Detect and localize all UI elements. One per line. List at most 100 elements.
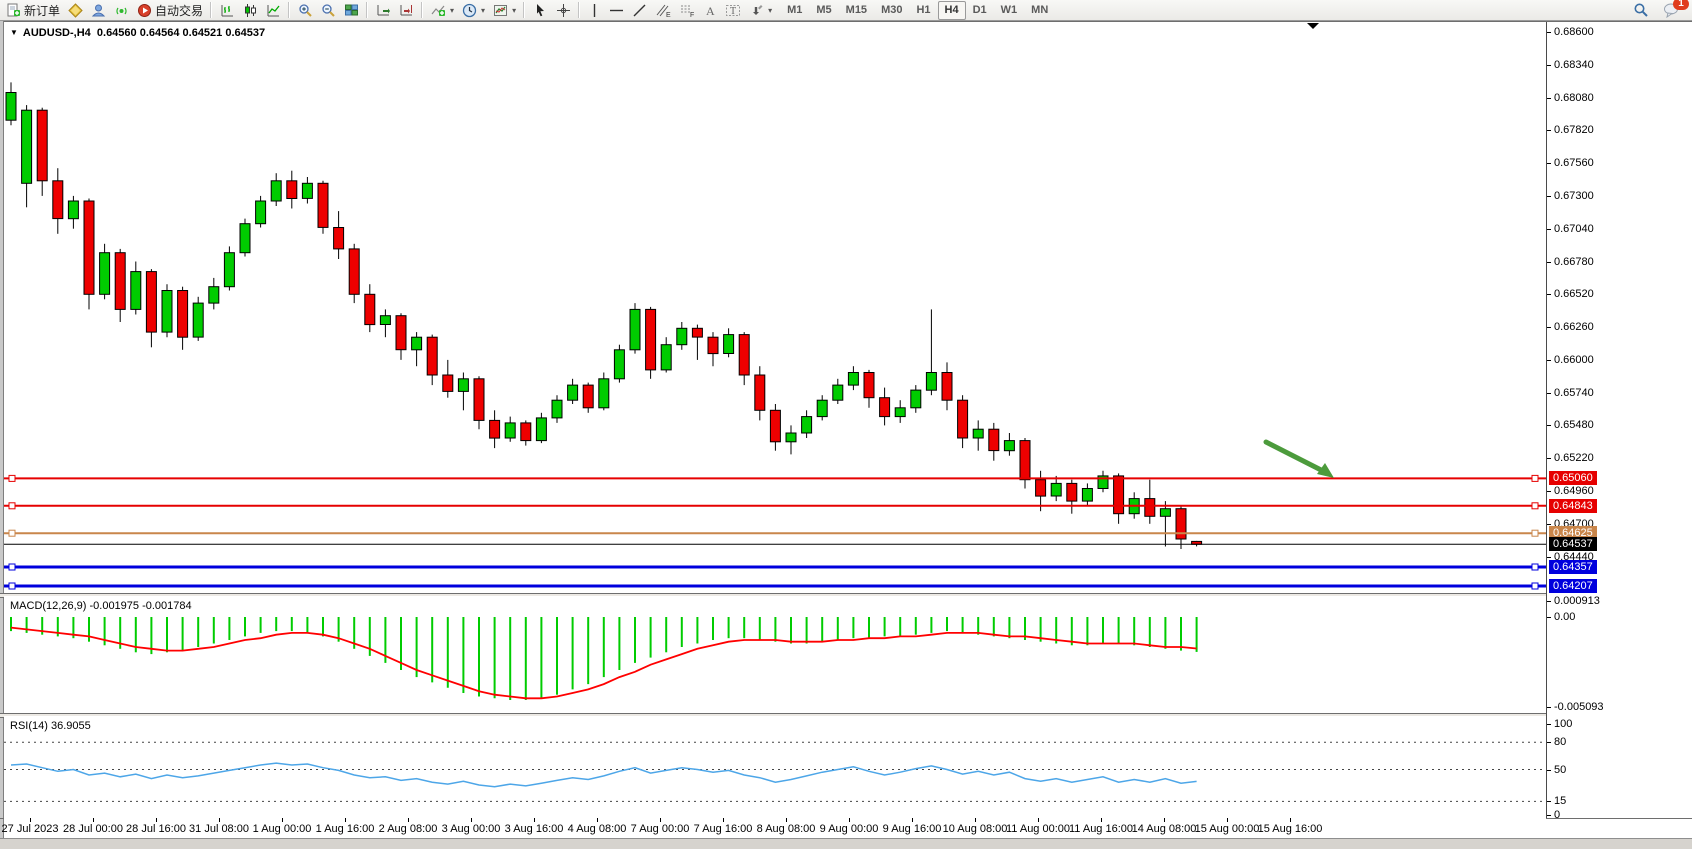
main-chart-panel[interactable] (4, 22, 1546, 593)
rsi-axis-label: 100 (1554, 718, 1573, 730)
trendline-button[interactable] (628, 2, 651, 19)
time-label: 3 Aug 00:00 (441, 823, 501, 835)
time-tick-mark (93, 818, 94, 822)
axis-tick-mark (1547, 815, 1551, 816)
time-label: 11 Aug 16:00 (1068, 823, 1134, 835)
new-order-button[interactable]: 新订单 (2, 2, 64, 19)
trend-arrow-annotation[interactable] (1263, 439, 1334, 478)
text-icon: A (706, 4, 715, 18)
toolbar-separator (287, 2, 293, 18)
search-button[interactable] (1629, 2, 1653, 19)
time-label: 31 Jul 08:00 (189, 823, 249, 835)
price-line-flag-0.65060: 0.65060 (1549, 471, 1597, 486)
candlestick-chart-canvas[interactable] (4, 22, 1546, 593)
tile-windows-button[interactable] (340, 2, 363, 19)
arrows-button[interactable]: ▾ (745, 2, 776, 19)
text-button[interactable]: A (699, 2, 721, 19)
timeframe-w1-button[interactable]: W1 (1000, 3, 1018, 16)
toolbar: 新订单 自动交易 (0, 0, 1692, 21)
trendline-icon (633, 4, 646, 16)
chart-shift-marker[interactable] (1307, 23, 1319, 29)
zoom-out-button[interactable] (317, 2, 340, 19)
price-tick-label: 0.66520 (1554, 288, 1594, 301)
chart-shift-button[interactable] (395, 2, 418, 19)
axis-tick-mark (1547, 294, 1551, 296)
rsi-chart-canvas[interactable] (4, 716, 1546, 818)
time-tick-mark (1227, 818, 1228, 822)
line-chart-button[interactable] (262, 2, 285, 19)
zoom-in-button[interactable] (294, 2, 317, 19)
rsi-value: 36.9055 (50, 720, 91, 732)
axis-tick-mark (1547, 64, 1551, 66)
price-tick-label: 0.65480 (1554, 419, 1594, 432)
horizontal-line-button[interactable] (605, 2, 628, 19)
time-label: 7 Aug 00:00 (630, 823, 690, 835)
price-tick-label: 0.68340 (1554, 58, 1594, 71)
vertical-line-icon (593, 3, 596, 17)
time-tick-mark (1038, 818, 1039, 822)
price-tick-label: 0.67300 (1554, 189, 1594, 202)
timeframe-d1-button[interactable]: D1 (972, 3, 987, 16)
time-label: 7 Aug 16:00 (693, 823, 753, 835)
periods-button[interactable]: ▾ (458, 2, 489, 19)
community-button[interactable] (87, 2, 110, 19)
bar-chart-button[interactable] (216, 2, 239, 19)
templates-button[interactable]: ▾ (489, 2, 520, 19)
community-icon (91, 4, 106, 16)
line-chart-icon (267, 4, 280, 16)
vertical-line-button[interactable] (584, 2, 605, 19)
chart-menu-triangle-icon[interactable]: ▼ (10, 28, 18, 37)
svg-text:E: E (666, 12, 671, 18)
time-label: 8 Aug 08:00 (756, 823, 816, 835)
time-label: 2 Aug 08:00 (378, 823, 438, 835)
new-order-label: 新订单 (24, 3, 61, 18)
candlestick-chart-button[interactable] (239, 2, 262, 19)
time-label: 3 Aug 16:00 (504, 823, 564, 835)
time-tick-mark (660, 818, 661, 822)
rsi-level-lines (4, 741, 1546, 802)
macd-axis-label: 0.00 (1554, 611, 1576, 623)
macd-axis-label: 0.000913 (1554, 594, 1600, 607)
macd-chart-canvas[interactable] (4, 596, 1546, 713)
axis-tick-mark (1547, 617, 1551, 618)
macd-panel[interactable] (4, 596, 1546, 713)
price-tick-label: 0.65220 (1554, 452, 1594, 465)
chat-button[interactable]: 1 (1659, 0, 1689, 19)
time-label: 15 Aug 00:00 (1194, 823, 1260, 835)
equidistant-channel-button[interactable]: E (651, 2, 675, 19)
timeframe-h4-button[interactable]: H4 (937, 0, 966, 20)
indicators-icon (431, 5, 446, 16)
toolbar-separator (577, 2, 583, 18)
new-order-icon (7, 3, 20, 16)
autotrading-button[interactable]: 自动交易 (133, 2, 207, 19)
indicators-button[interactable]: ▾ (427, 2, 458, 19)
metaeditor-button[interactable] (64, 2, 87, 19)
arrows-icon (753, 4, 763, 15)
crosshair-button[interactable] (552, 2, 575, 19)
timeframe-group: M1 M5 M15 M30 H1 H4 D1 W1 MN (780, 0, 1055, 20)
timeframe-m30-button[interactable]: M30 (881, 3, 903, 16)
timeframe-m5-button[interactable]: M5 (816, 3, 832, 16)
timeframe-h1-button[interactable]: H1 (916, 3, 931, 16)
timeframe-m15-button[interactable]: M15 (845, 3, 868, 16)
time-label: 10 Aug 08:00 (942, 823, 1008, 835)
price-axis[interactable]: 0.68600 0.68340 0.68080 0.67820 0.67560 0.673… (1546, 22, 1692, 821)
time-label: 15 Aug 16:00 (1257, 823, 1323, 835)
zoom-in-icon (299, 3, 312, 17)
time-axis[interactable]: 27 Jul 2023 28 Jul 00:00 28 Jul 16:00 31 Ju… (2, 818, 1546, 838)
time-label: 1 Aug 00:00 (252, 823, 312, 835)
axis-tick-mark (1547, 163, 1551, 165)
metaeditor-icon (68, 2, 83, 18)
auto-scroll-button[interactable] (372, 2, 395, 19)
timeframe-m1-button[interactable]: M1 (787, 3, 803, 16)
text-label-button[interactable]: T (721, 2, 745, 19)
rsi-panel[interactable] (4, 716, 1546, 818)
time-tick-mark (1164, 818, 1165, 822)
timeframe-mn-button[interactable]: MN (1031, 3, 1049, 16)
macd-label: MACD(12,26,9) -0.001975 -0.001784 (10, 600, 192, 612)
cursor-button[interactable] (529, 2, 552, 19)
fibonacci-button[interactable]: F (675, 2, 699, 19)
signals-button[interactable] (110, 2, 133, 19)
time-label: 9 Aug 16:00 (882, 823, 942, 835)
